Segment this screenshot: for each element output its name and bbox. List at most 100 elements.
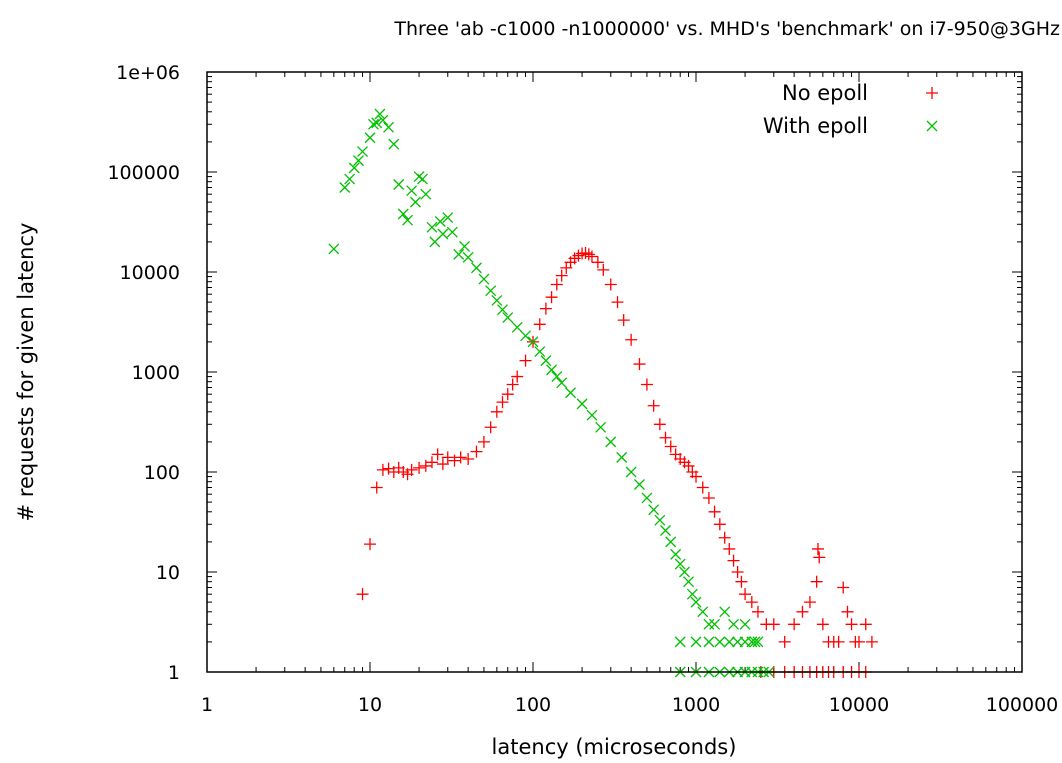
with-epoll-point: [670, 548, 682, 560]
no-epoll-point: [713, 518, 726, 531]
no-epoll-point: [585, 250, 598, 263]
with-epoll-point: [520, 330, 532, 342]
with-epoll-point: [437, 228, 449, 240]
with-epoll-point: [348, 162, 360, 174]
no-epoll-point: [682, 459, 695, 472]
with-epoll-point: [377, 114, 389, 126]
with-epoll-point: [703, 618, 715, 630]
with-epoll-point: [690, 636, 702, 648]
no-epoll-point: [550, 278, 563, 291]
no-epoll-point: [470, 445, 483, 458]
legend-label-no-epoll: No epoll: [782, 81, 868, 105]
y-tick-label: 1000: [132, 362, 180, 384]
with-epoll-point: [703, 636, 715, 648]
no-epoll-point: [591, 256, 604, 269]
no-epoll-point: [727, 554, 740, 567]
chart-title: Three 'ab -c1000 -n1000000' vs. MHD's 'b…: [393, 18, 1060, 40]
with-epoll-point: [679, 566, 690, 578]
with-epoll-point: [556, 377, 568, 389]
no-epoll-point: [832, 635, 845, 648]
no-epoll-point: [454, 451, 467, 464]
no-epoll-point: [640, 378, 653, 391]
no-epoll-point: [810, 575, 823, 588]
with-epoll-point: [442, 212, 454, 224]
with-epoll-point: [491, 294, 503, 306]
with-epoll-point: [353, 155, 364, 167]
with-epoll-point: [540, 355, 552, 367]
no-epoll-point: [659, 431, 672, 444]
with-epoll-point: [728, 618, 740, 630]
with-epoll-point: [665, 536, 677, 548]
with-epoll-point: [388, 138, 400, 150]
x-tick-label: 100000: [986, 694, 1059, 716]
with-epoll-point: [648, 504, 660, 516]
x-tick-label: 1000: [672, 694, 720, 716]
with-epoll-point: [417, 173, 428, 185]
with-epoll-point: [625, 466, 637, 478]
no-epoll-point: [448, 454, 461, 467]
x-axis-title: latency (microseconds): [492, 735, 737, 759]
with-epoll-point: [697, 606, 709, 618]
y-tick-label: 100: [144, 462, 180, 484]
with-epoll-point: [453, 248, 465, 260]
y-tick-label: 10000: [120, 262, 180, 284]
with-epoll-point: [551, 371, 563, 383]
with-epoll-point: [616, 451, 628, 463]
with-epoll-point: [511, 321, 523, 333]
no-epoll-point: [803, 596, 816, 609]
y-axis-title: # requests for given latency: [14, 223, 38, 522]
legend-cross-icon: [926, 120, 938, 132]
with-epoll-point: [723, 636, 735, 648]
no-epoll-point: [370, 481, 383, 494]
with-epoll-point: [434, 216, 446, 227]
no-epoll-point: [708, 505, 721, 518]
no-epoll-point: [579, 246, 592, 259]
with-epoll-point: [534, 346, 546, 358]
axis-ticks: [206, 72, 1022, 673]
no-epoll-point: [506, 378, 519, 391]
with-epoll-point: [367, 118, 379, 130]
no-epoll-point: [816, 618, 829, 631]
no-epoll-point: [413, 461, 426, 474]
y-tick-label: 1e+06: [116, 62, 180, 84]
with-epoll-point: [344, 173, 356, 185]
no-epoll-point: [490, 405, 503, 418]
with-epoll-point: [739, 618, 751, 630]
no-epoll-point: [811, 542, 824, 555]
no-epoll-point: [511, 370, 524, 383]
no-epoll-point: [436, 458, 449, 471]
no-epoll-point: [731, 566, 744, 578]
no-epoll-point: [853, 635, 865, 648]
with-epoll-point: [683, 576, 695, 588]
no-epoll-point: [533, 318, 546, 331]
no-epoll-point: [496, 396, 509, 409]
with-epoll-point: [719, 606, 731, 618]
no-epoll-point: [696, 481, 709, 494]
no-epoll-point: [796, 605, 809, 618]
with-epoll-point: [374, 108, 386, 120]
with-epoll-point: [690, 596, 702, 608]
no-epoll-point: [767, 618, 780, 631]
no-epoll-point: [484, 421, 497, 434]
series-with-epoll: [328, 108, 775, 678]
with-epoll-point: [364, 132, 376, 144]
with-epoll-point: [328, 243, 340, 255]
legend-marker-with-epoll: [926, 120, 938, 132]
with-epoll-point: [674, 636, 686, 648]
with-epoll-point: [546, 364, 558, 376]
no-epoll-point: [604, 278, 617, 291]
no-epoll-point: [702, 491, 715, 504]
with-epoll-point: [654, 514, 666, 526]
with-epoll-point: [409, 196, 421, 208]
x-tick-label: 1: [201, 694, 213, 716]
with-epoll-point: [471, 262, 482, 274]
tick-labels: 1 10 100 1000 10000 100000 1 10 100 1000 10000 1000…: [107, 62, 1058, 716]
with-epoll-point: [383, 121, 395, 133]
no-epoll-point: [735, 575, 748, 588]
with-epoll-point: [393, 179, 405, 190]
with-epoll-point: [420, 188, 432, 200]
no-epoll-point: [555, 269, 568, 282]
with-epoll-point: [357, 146, 369, 158]
no-epoll-point: [364, 538, 376, 551]
